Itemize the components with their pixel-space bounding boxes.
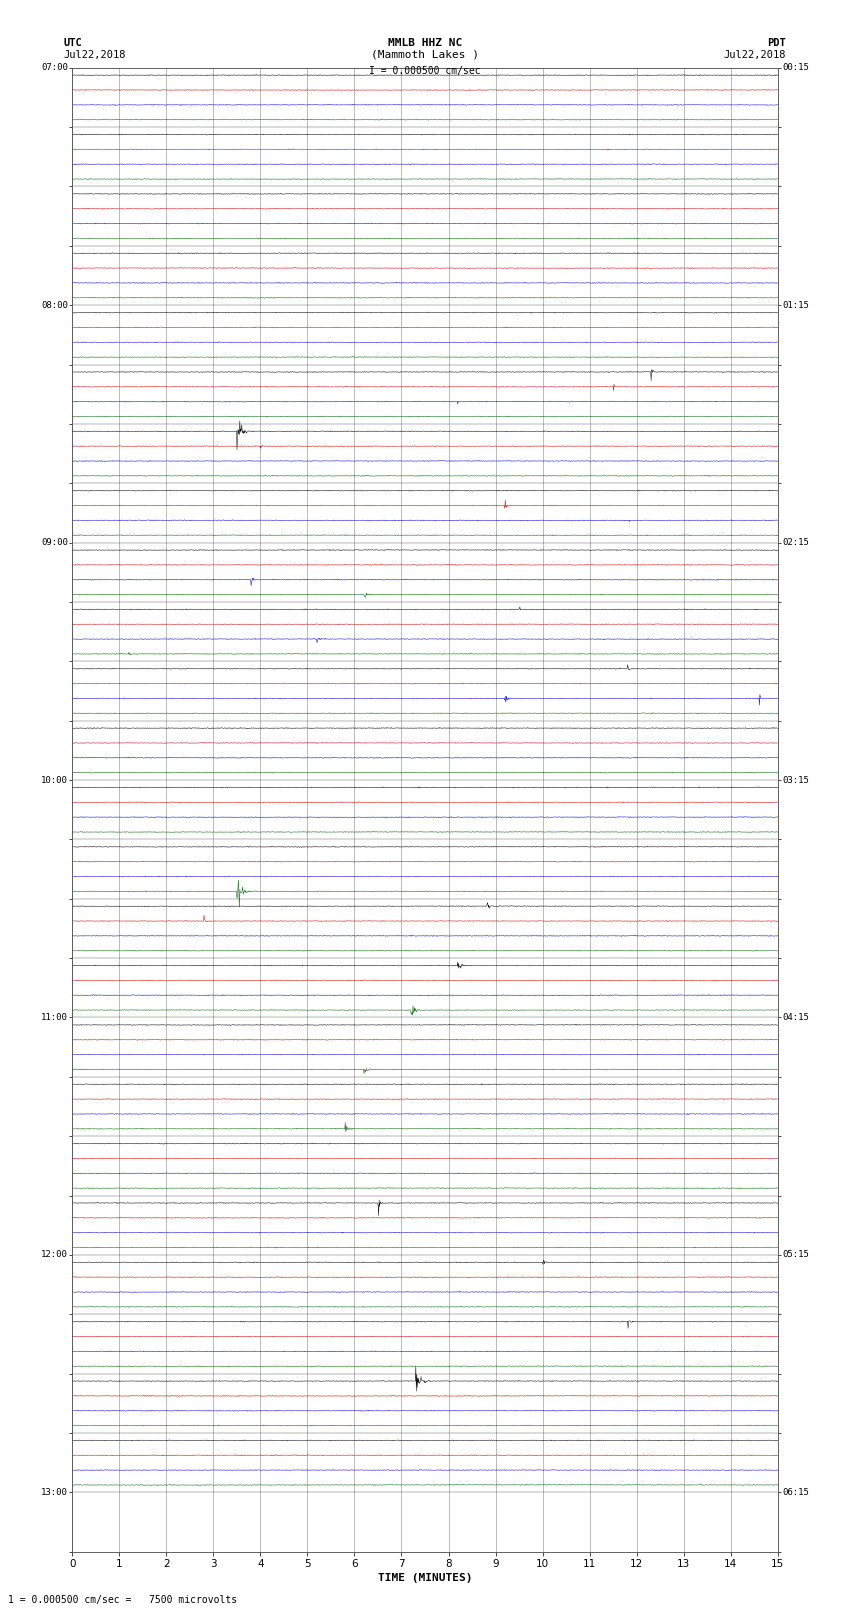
X-axis label: TIME (MINUTES): TIME (MINUTES)	[377, 1573, 473, 1582]
Text: (Mammoth Lakes ): (Mammoth Lakes )	[371, 50, 479, 60]
Text: Jul22,2018: Jul22,2018	[64, 50, 127, 60]
Text: UTC: UTC	[64, 39, 82, 48]
Text: MMLB HHZ NC: MMLB HHZ NC	[388, 39, 462, 48]
Text: 1 = 0.000500 cm/sec =   7500 microvolts: 1 = 0.000500 cm/sec = 7500 microvolts	[8, 1595, 238, 1605]
Text: PDT: PDT	[768, 39, 786, 48]
Text: I = 0.000500 cm/sec: I = 0.000500 cm/sec	[369, 66, 481, 76]
Text: Jul22,2018: Jul22,2018	[723, 50, 786, 60]
